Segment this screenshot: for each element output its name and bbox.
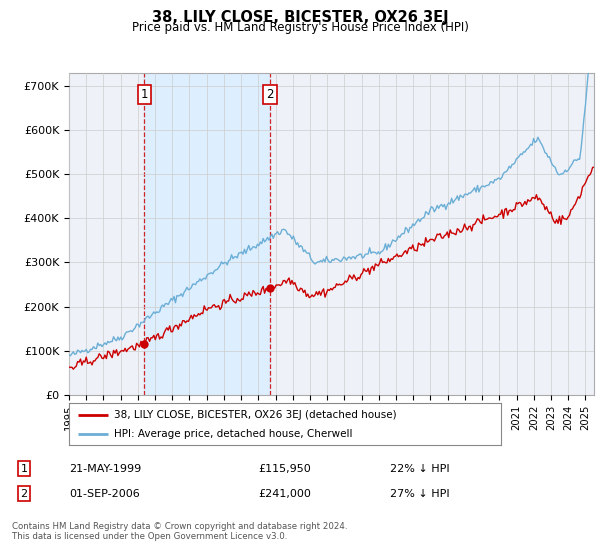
Text: 1: 1 [140, 88, 148, 101]
Text: 38, LILY CLOSE, BICESTER, OX26 3EJ: 38, LILY CLOSE, BICESTER, OX26 3EJ [152, 10, 448, 25]
Text: 2: 2 [20, 489, 28, 499]
Text: 38, LILY CLOSE, BICESTER, OX26 3EJ (detached house): 38, LILY CLOSE, BICESTER, OX26 3EJ (deta… [115, 409, 397, 419]
Text: 2: 2 [266, 88, 274, 101]
Text: £241,000: £241,000 [258, 489, 311, 499]
Text: Price paid vs. HM Land Registry's House Price Index (HPI): Price paid vs. HM Land Registry's House … [131, 21, 469, 34]
Text: 27% ↓ HPI: 27% ↓ HPI [390, 489, 449, 499]
Text: 01-SEP-2006: 01-SEP-2006 [69, 489, 140, 499]
Text: 22% ↓ HPI: 22% ↓ HPI [390, 464, 449, 474]
Bar [145, 73, 270, 395]
Text: 1: 1 [20, 464, 28, 474]
Text: 21-MAY-1999: 21-MAY-1999 [69, 464, 141, 474]
Text: £115,950: £115,950 [258, 464, 311, 474]
Text: HPI: Average price, detached house, Cherwell: HPI: Average price, detached house, Cher… [115, 429, 353, 439]
Text: Contains HM Land Registry data © Crown copyright and database right 2024.
This d: Contains HM Land Registry data © Crown c… [12, 522, 347, 542]
